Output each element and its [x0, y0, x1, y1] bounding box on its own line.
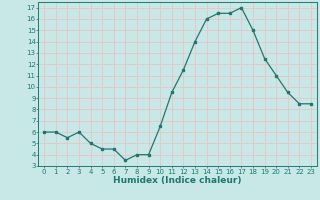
- X-axis label: Humidex (Indice chaleur): Humidex (Indice chaleur): [113, 176, 242, 185]
